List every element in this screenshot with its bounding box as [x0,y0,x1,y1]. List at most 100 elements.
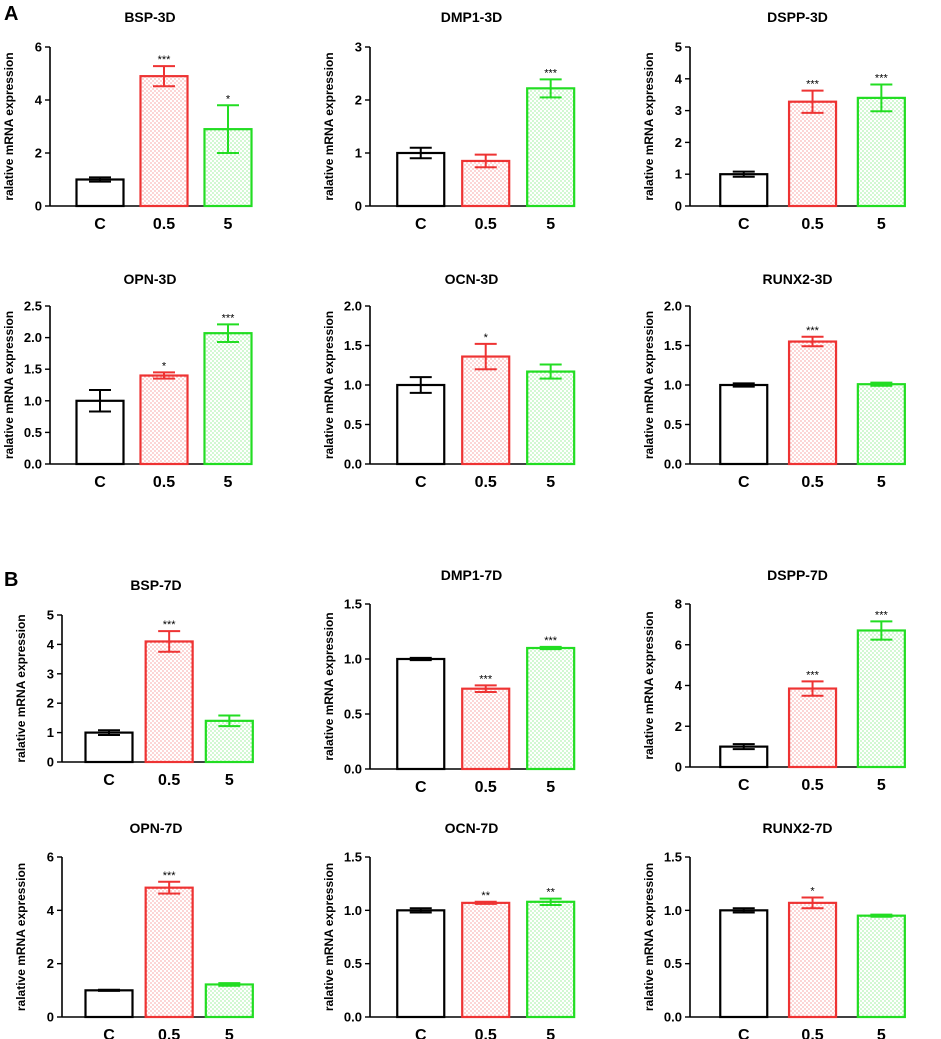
bar-0.5 [139,75,189,208]
y-tick-label: 2 [675,719,682,734]
x-tick-label: C [738,1027,750,1039]
x-tick-label: 5 [224,216,233,233]
y-tick-label: 0 [675,760,682,775]
significance-mark: * [484,332,489,344]
x-tick-label: 0.5 [801,216,823,233]
y-axis-label: ralative mRNA expression [642,611,656,759]
y-tick-label: 8 [675,597,682,612]
bar-C [75,178,125,208]
y-axis-label: ralative mRNA expression [2,52,16,200]
y-tick-label: 0.5 [344,707,362,722]
bar-C [84,731,134,764]
bar-5 [856,914,906,1019]
y-tick-label: 0.5 [664,417,682,432]
x-tick-label: 0.5 [158,1027,180,1039]
y-tick-label: 1.5 [664,850,682,865]
bar-5 [204,983,254,1019]
significance-mark: *** [158,54,172,66]
chart-title: RUNX2-3D [762,271,832,287]
significance-mark: ** [481,890,490,902]
y-axis-label: ralative mRNA expression [642,52,656,200]
chart-bsp-3d: BSP-3D ralative mRNA expression 0 2 4 6 C *** 0.… [2,9,253,233]
chart-title: OCN-3D [445,271,499,287]
bar-0.5 [144,640,194,764]
chart-ocn-7d: OCN-7D ralative mRNA expression 0.0 0.5 1.0 1… [322,820,576,1039]
y-tick-label: 0.5 [344,417,362,432]
y-tick-label: 0.0 [24,457,42,472]
bar-5 [856,383,906,466]
chart-title: DSPP-7D [767,567,828,583]
significance-mark: *** [875,73,889,85]
y-axis-label: ralative mRNA expression [322,311,336,459]
x-tick-label: C [103,772,115,789]
y-tick-label: 1 [47,725,54,740]
y-tick-label: 2 [47,696,54,711]
y-tick-label: 4 [35,93,43,108]
x-tick-label: 5 [546,474,555,491]
x-tick-label: 5 [546,216,555,233]
chart-title: OPN-3D [124,271,177,287]
y-tick-label: 4 [675,678,683,693]
bar-5 [526,646,576,771]
x-tick-label: 0.5 [475,216,497,233]
x-tick-label: C [94,216,106,233]
x-tick-label: 0.5 [801,1027,823,1039]
y-tick-label: 0 [675,199,682,214]
y-tick-label: 0.5 [664,956,682,971]
bar-C [396,657,446,771]
significance-mark: * [810,886,815,898]
y-tick-label: 2 [675,135,682,150]
chart-runx2-7d: RUNX2-7D ralative mRNA expression 0.0 0.5 1.… [642,820,906,1039]
chart-title: DSPP-3D [767,9,828,25]
x-tick-label: 5 [546,1027,555,1039]
bar-C [396,909,446,1019]
significance-mark: *** [163,870,177,882]
chart-opn-7d: OPN-7D ralative mRNA expression 0 2 4 6 C *** 0.… [14,820,254,1039]
x-tick-label: 5 [225,1027,234,1039]
y-tick-label: 6 [35,40,42,55]
y-tick-label: 2.0 [24,330,42,345]
y-tick-label: 2 [47,956,54,971]
chart-runx2-3d: RUNX2-3D ralative mRNA expression 0.0 0.5 1.… [642,271,906,491]
y-axis-label: ralative mRNA expression [322,612,336,760]
x-tick-label: C [415,216,427,233]
bar-5 [526,87,576,208]
y-axis-label: ralative mRNA expression [322,863,336,1011]
x-tick-label: 0.5 [475,1027,497,1039]
significance-mark: ** [546,887,555,899]
chart-title: DMP1-3D [441,9,502,25]
y-axis-label: ralative mRNA expression [14,863,28,1011]
bar-0.5 [144,886,194,1019]
chart-dspp-7d: DSPP-7D ralative mRNA expression 0 2 4 6 8 C ***… [642,567,906,794]
x-tick-label: 0.5 [475,474,497,491]
chart-dmp1-3d: DMP1-3D ralative mRNA expression 0 1 2 3 C 0.5 *… [322,9,576,233]
y-tick-label: 2.0 [664,299,682,314]
panel-label-b: B [4,569,18,591]
significance-mark: *** [222,312,236,324]
y-tick-label: 1.5 [344,338,362,353]
y-axis-label: ralative mRNA expression [2,311,16,459]
bar-0.5 [787,687,838,769]
y-tick-label: 1.5 [344,597,362,612]
y-tick-label: 0 [47,755,54,770]
significance-mark: *** [544,635,558,647]
x-tick-label: C [103,1027,115,1039]
chart-title: RUNX2-7D [762,820,832,836]
y-axis-label: ralative mRNA expression [642,863,656,1011]
panel-label-a: A [4,3,18,25]
y-tick-label: 1 [355,146,362,161]
y-tick-label: 2.0 [344,299,362,314]
x-tick-label: C [415,779,427,796]
x-tick-label: 5 [877,216,886,233]
x-tick-label: 5 [225,772,234,789]
x-tick-label: C [738,474,750,491]
y-tick-label: 0.0 [664,457,682,472]
y-tick-label: 4 [47,903,55,918]
x-tick-label: C [94,474,106,491]
y-tick-label: 1.5 [664,338,682,353]
x-tick-label: 5 [224,474,233,491]
significance-mark: *** [163,619,177,631]
significance-mark: *** [806,669,820,681]
chart-title: BSP-7D [130,577,181,593]
bar-0.5 [139,374,189,466]
